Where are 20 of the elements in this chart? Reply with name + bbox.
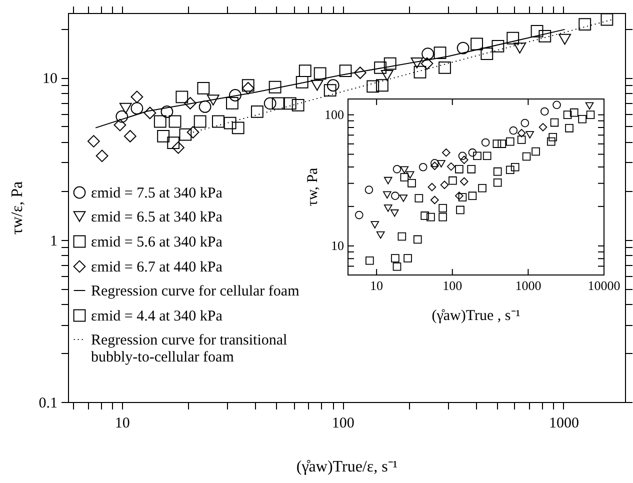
legend-label: εmid = 6.5 at 340 kPa bbox=[91, 210, 223, 226]
x-tick-label: 100 bbox=[442, 278, 462, 293]
x-tick-label: 1000 bbox=[515, 278, 542, 293]
legend-label: εmid = 5.6 at 340 kPa bbox=[91, 234, 223, 250]
x-tick-label: 10000 bbox=[588, 278, 620, 293]
legend-label: εmid = 4.4 at 340 kPa bbox=[91, 308, 223, 324]
y-tick-label: 0.1 bbox=[38, 396, 58, 412]
y-axis-title: τw/ε, Pa bbox=[8, 181, 26, 235]
legend-label: Regression curve for cellular foam bbox=[91, 284, 300, 300]
y-axis-title: τw, Pa bbox=[305, 167, 321, 206]
y-tick-label: 10 bbox=[42, 71, 58, 88]
x-axis-title: (γ̊aw)True , s⁻¹ bbox=[432, 308, 520, 324]
x-tick-label: 10 bbox=[114, 416, 130, 432]
legend-label: εmid = 6.7 at 440 kPa bbox=[91, 260, 223, 276]
legend-label: εmid = 7.5 at 340 kPa bbox=[91, 186, 223, 202]
x-tick-label: 1000 bbox=[548, 416, 579, 432]
y-tick-label: 1 bbox=[50, 233, 58, 250]
legend-label: Regression curve for transitional bubbly-to-cellular foam bbox=[91, 332, 288, 366]
x-axis-title: (γ̊aw)True/ε, s⁻¹ bbox=[296, 458, 398, 476]
x-tick-label: 10 bbox=[370, 278, 384, 293]
